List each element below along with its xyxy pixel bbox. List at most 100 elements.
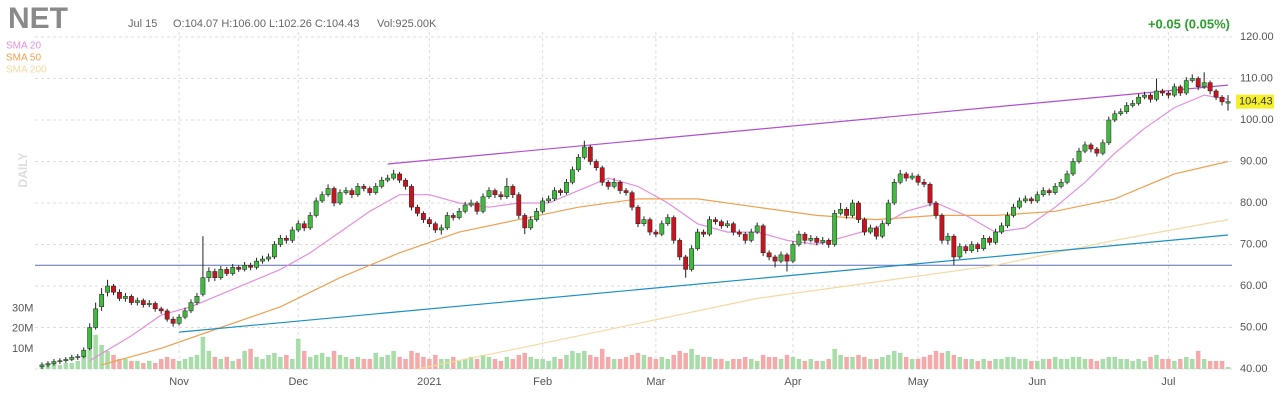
- volume-bar: [117, 358, 122, 369]
- candle-body: [671, 217, 677, 241]
- candle-body: [45, 363, 51, 366]
- volume-bar: [63, 362, 69, 369]
- volume-bar: [975, 360, 980, 369]
- candle-body: [742, 233, 748, 241]
- volume-bar: [212, 356, 218, 369]
- volume-bar: [534, 358, 539, 369]
- candle-body: [1225, 101, 1231, 104]
- candle-body: [409, 186, 414, 208]
- volume-bar: [1172, 360, 1177, 369]
- volume-bar: [1112, 356, 1118, 369]
- candle-body: [873, 227, 879, 237]
- candle-body: [629, 192, 635, 208]
- candle-body: [778, 254, 784, 262]
- candle-body: [993, 231, 998, 243]
- volume-bar: [361, 358, 367, 369]
- volume-bar: [123, 358, 128, 369]
- candle-body: [1064, 173, 1070, 183]
- legend-entry: SMA 20: [6, 41, 41, 52]
- volume-bar: [778, 358, 784, 369]
- candle-body: [623, 190, 629, 193]
- volume-bar: [993, 358, 998, 369]
- volume-bar: [915, 358, 921, 369]
- volume-bar: [1124, 358, 1129, 369]
- volume-bar: [588, 354, 593, 369]
- volume-bar: [409, 350, 414, 369]
- candle-body: [492, 190, 498, 195]
- candle-body: [1112, 113, 1118, 121]
- volume-bar: [296, 338, 301, 369]
- candle-body: [1106, 119, 1112, 144]
- volume-bar: [1207, 360, 1213, 369]
- candle-body: [891, 182, 897, 204]
- volume-bar: [69, 362, 75, 369]
- candle-body: [975, 244, 981, 249]
- y-tick-label: 50.00: [1240, 321, 1268, 333]
- volume-bar: [284, 354, 289, 369]
- trend-line: [387, 84, 1229, 165]
- candle-body: [93, 308, 99, 328]
- volume-bar: [349, 358, 355, 369]
- candle-body: [850, 202, 855, 216]
- candle-body: [343, 190, 349, 193]
- volume-bar: [760, 354, 766, 369]
- candle-body: [63, 359, 69, 361]
- candle-body: [921, 182, 927, 185]
- volume-bar: [808, 358, 814, 369]
- volume-bar: [677, 350, 682, 369]
- ticker: NET: [8, 2, 68, 35]
- candle-body: [426, 219, 432, 225]
- candle-body: [522, 215, 528, 229]
- y-tick-label: 70.00: [1240, 238, 1268, 250]
- candle-body: [456, 211, 462, 218]
- volume-bar: [373, 352, 379, 369]
- candle-body: [939, 215, 945, 241]
- candle-body: [218, 269, 224, 278]
- candle-body: [260, 258, 265, 262]
- candle-body: [129, 296, 134, 303]
- volume-bar: [1023, 358, 1028, 369]
- volume-bar: [1076, 356, 1082, 369]
- volume-bar: [576, 352, 581, 369]
- y-tick-label: 100.00: [1240, 114, 1274, 126]
- candle-body: [51, 361, 57, 364]
- candle-body: [885, 202, 891, 224]
- volume-bar: [170, 358, 176, 369]
- candle-body: [385, 177, 391, 181]
- candle-body: [534, 211, 540, 220]
- volume-bar: [492, 358, 498, 369]
- candle-body: [1195, 78, 1201, 88]
- volume-bar: [605, 356, 611, 369]
- volume-bar: [456, 360, 462, 369]
- volume-bar: [969, 358, 974, 369]
- candle-body: [81, 350, 87, 357]
- candle-body: [826, 240, 832, 245]
- volume-bar: [486, 356, 492, 369]
- candle-body: [528, 219, 534, 229]
- volume-bar: [468, 356, 474, 369]
- candle-body: [1177, 86, 1183, 94]
- candle-body: [123, 296, 128, 299]
- candle-body: [367, 188, 373, 193]
- volume-bar: [152, 362, 158, 369]
- candle-body: [474, 202, 480, 212]
- candle-body: [1213, 90, 1219, 98]
- volume-bar: [725, 360, 730, 369]
- volume-bar: [802, 360, 808, 369]
- candle-body: [1094, 148, 1100, 154]
- volume-bar: [748, 358, 754, 369]
- volume-bar: [1040, 358, 1046, 369]
- candle-body: [450, 215, 456, 218]
- candle-body: [772, 256, 778, 262]
- date: Jul 15: [128, 18, 157, 30]
- candle-body: [283, 238, 289, 241]
- candle-body: [331, 188, 337, 204]
- candle-body: [897, 173, 903, 183]
- candle-body: [635, 206, 641, 224]
- candle-body: [1201, 82, 1207, 88]
- candle-body: [1219, 96, 1225, 103]
- candle-body: [730, 223, 736, 233]
- volume-bar: [290, 358, 295, 369]
- candle-body: [581, 146, 587, 158]
- candle-body: [1088, 144, 1094, 150]
